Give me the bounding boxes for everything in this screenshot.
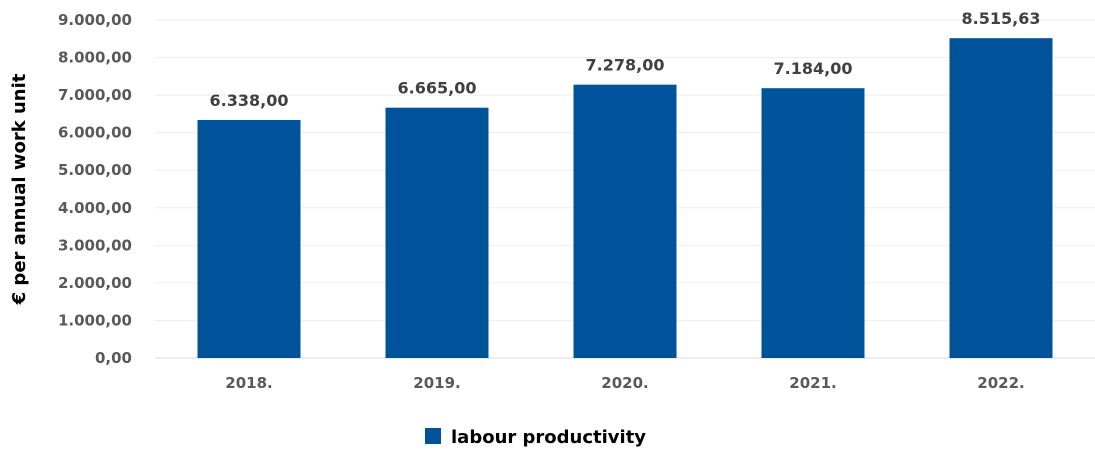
y-tick-label: 8.000,00 — [58, 49, 132, 67]
x-tick-label: 2021. — [789, 374, 836, 392]
y-tick-label: 5.000,00 — [58, 161, 132, 179]
x-tick-label: 2018. — [225, 374, 272, 392]
y-tick-label: 1.000,00 — [58, 311, 132, 329]
bar — [761, 88, 865, 358]
bar — [197, 119, 301, 358]
legend: labour productivity — [425, 427, 646, 448]
y-tick-label: 7.000,00 — [58, 86, 132, 104]
legend-label: labour productivity — [451, 427, 646, 448]
y-axis-ticks: 0,00 1.000,00 2.000,00 3.000,00 4.000,00 5.00… — [58, 11, 132, 367]
data-label: 8.515,63 — [962, 9, 1041, 28]
y-tick-label: 2.000,00 — [58, 274, 132, 292]
legend-swatch — [425, 428, 441, 444]
data-label: 7.184,00 — [774, 59, 853, 78]
data-label: 7.278,00 — [586, 56, 665, 75]
y-tick-label: 0,00 — [95, 349, 132, 367]
y-tick-label: 3.000,00 — [58, 236, 132, 254]
y-tick-label: 9.000,00 — [58, 11, 132, 29]
x-tick-label: 2019. — [413, 374, 460, 392]
bars — [197, 38, 1053, 359]
bar — [385, 107, 489, 358]
y-axis-title: € per annual work unit — [9, 73, 30, 305]
bar — [949, 38, 1053, 358]
x-tick-label: 2022. — [977, 374, 1024, 392]
y-tick-label: 6.000,00 — [58, 124, 132, 142]
data-label: 6.338,00 — [210, 91, 289, 110]
data-label: 6.665,00 — [398, 79, 477, 98]
y-tick-label: 4.000,00 — [58, 199, 132, 217]
x-axis-ticks: 2018. 2019. 2020. 2021. 2022. — [225, 374, 1024, 392]
x-tick-label: 2020. — [601, 374, 648, 392]
data-labels: 6.338,00 6.665,00 7.278,00 7.184,00 8.515,63 — [210, 9, 1041, 110]
bar — [573, 84, 677, 359]
